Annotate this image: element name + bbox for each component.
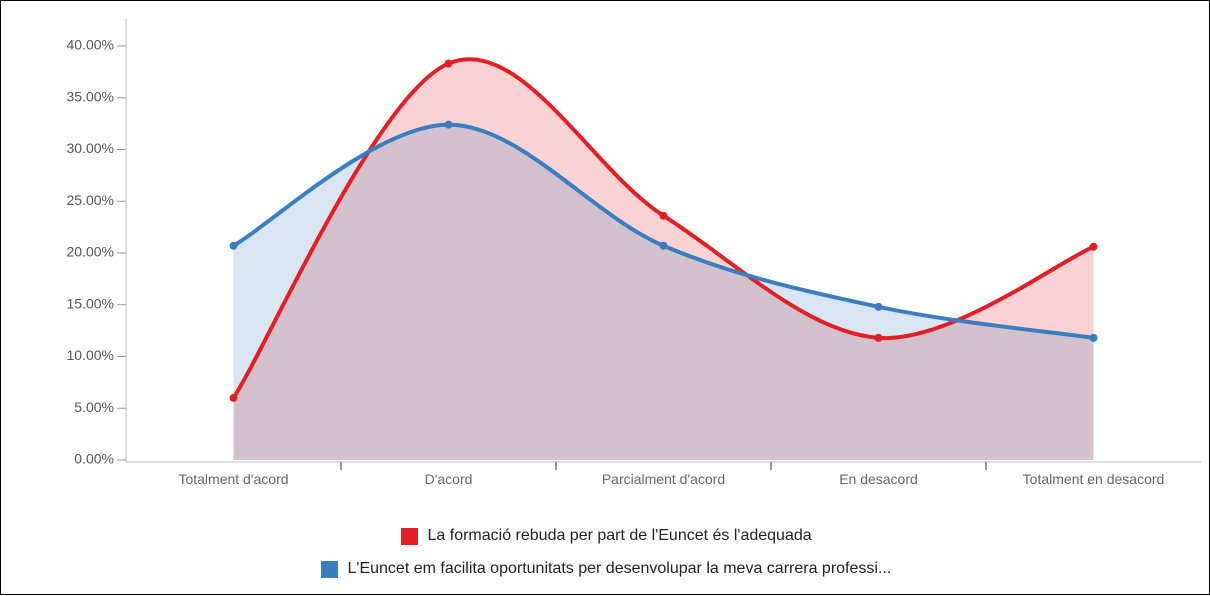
y-tick-label: 40.00%: [67, 37, 114, 53]
series-line: [232, 122, 1094, 340]
series-area: [233, 59, 1094, 461]
point: [1089, 333, 1098, 342]
point: [659, 211, 668, 220]
series-area: [233, 124, 1094, 460]
point: [874, 333, 883, 342]
y-tick-label: 30.00%: [67, 140, 114, 156]
y-tick-label: 15.00%: [67, 295, 114, 311]
legend-item: L'Euncet em facilita oportunitats per de…: [320, 560, 892, 578]
point: [444, 120, 453, 129]
legend-swatch: [320, 560, 338, 578]
y-tick-label: 0.00%: [74, 451, 114, 467]
point: [229, 241, 238, 250]
point: [229, 393, 238, 402]
y-tick-label: 25.00%: [67, 192, 114, 208]
y-tick-label: 5.00%: [74, 399, 114, 415]
y-tick-label: 10.00%: [67, 347, 114, 363]
legend-label: La formació rebuda per part de l'Euncet …: [427, 527, 812, 544]
legend-label: L'Euncet em facilita oportunitats per de…: [347, 560, 892, 577]
x-tick-label: Totalment d'acord: [178, 471, 289, 487]
point: [659, 241, 668, 250]
point: [1089, 242, 1098, 251]
point: [444, 59, 453, 68]
x-tick-label: D'acord: [424, 471, 473, 487]
x-tick-label: Parcialment d'acord: [601, 471, 726, 487]
legend-swatch: [400, 527, 418, 545]
y-tick-label: 35.00%: [67, 88, 114, 104]
series-line: [231, 57, 1095, 399]
y-tick-label: 20.00%: [67, 244, 114, 260]
point: [874, 302, 883, 311]
x-tick-label: Totalment en desacord: [1022, 471, 1165, 487]
legend-item: La formació rebuda per part de l'Euncet …: [400, 527, 812, 545]
x-tick-label: En desacord: [839, 471, 918, 487]
